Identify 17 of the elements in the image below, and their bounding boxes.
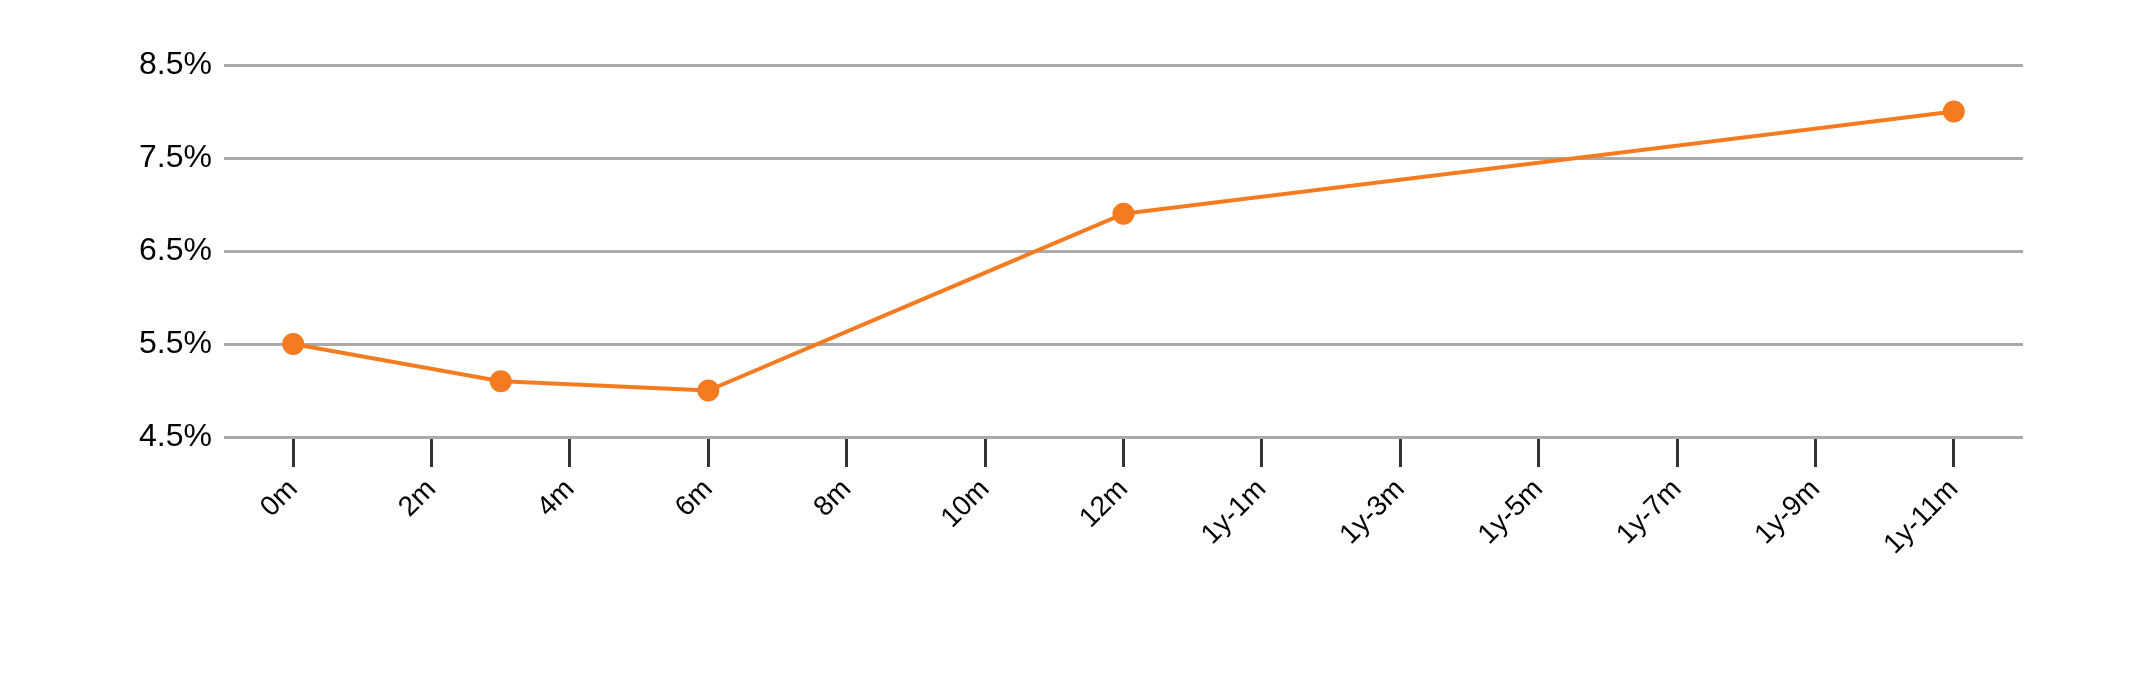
point (282, 333, 305, 355)
x-tick-label: 12m (1072, 472, 1134, 534)
y-tick-label: 5.5% (139, 323, 212, 360)
point (1112, 202, 1135, 225)
x-tick-label: 6m (668, 472, 719, 523)
point (1942, 100, 1965, 123)
x-tick-label: 4m (530, 472, 580, 523)
x-tick-label: 2m (391, 472, 442, 523)
point (697, 379, 720, 402)
y-tick-label: 6.5% (139, 230, 212, 267)
x-tick-label: 0m (253, 472, 303, 523)
x-tick-label: 10m (934, 472, 995, 534)
x-tick-label: 8m (807, 472, 857, 523)
y-tick-label: 8.5% (139, 44, 212, 81)
y-tick-label: 4.5% (139, 416, 212, 453)
point (489, 370, 512, 393)
y-tick-label: 7.5% (139, 137, 212, 174)
